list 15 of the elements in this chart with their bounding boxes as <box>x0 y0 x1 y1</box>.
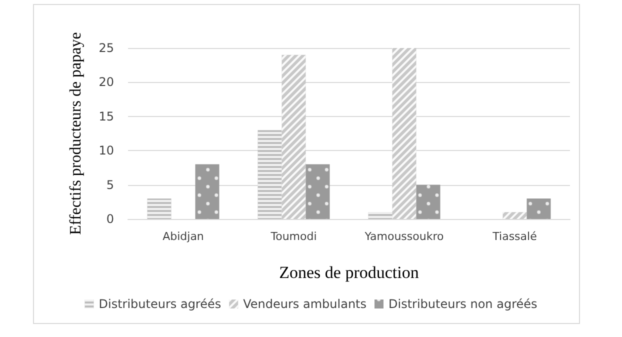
y-axis-title: Effectifs producteurs de papaye <box>68 32 84 235</box>
legend-label: Distributeurs agréés <box>98 297 222 311</box>
x-tick-label: Toumodi <box>270 230 317 243</box>
y-tick-label: 5 <box>106 178 114 192</box>
x-tick-label: Tiassalé <box>492 230 538 243</box>
y-tick-label: 10 <box>98 144 114 158</box>
y-tick-label: 25 <box>98 41 114 55</box>
x-tick-label: Abidjan <box>162 230 204 243</box>
y-tick-label: 20 <box>98 75 114 90</box>
legend-label: Vendeurs ambulants <box>243 297 367 311</box>
x-axis-title: Zones de production <box>279 263 420 282</box>
y-tick-label: 0 <box>106 212 114 226</box>
y-tick-label: 15 <box>98 109 114 124</box>
x-tick-label: Yamoussoukro <box>364 230 444 243</box>
legend-label: Distributeurs non agréés <box>388 297 538 311</box>
